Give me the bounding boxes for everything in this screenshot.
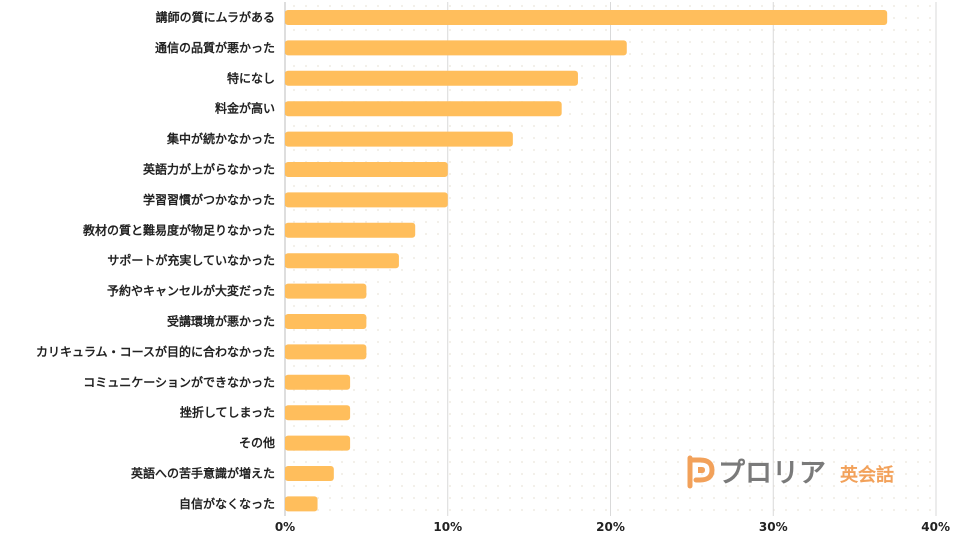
bar xyxy=(285,283,367,299)
bar xyxy=(285,10,888,25)
bar xyxy=(285,70,578,86)
bar xyxy=(285,192,448,208)
category-label: サポートが充実していなかった xyxy=(107,253,275,268)
category-label: 料金が高い xyxy=(215,101,275,116)
watermark-brand: プロリア xyxy=(718,458,826,489)
bar xyxy=(285,131,513,147)
category-label: 通信の品質が悪かった xyxy=(155,40,275,55)
category-label: 学習習慣がつかなかった xyxy=(143,192,275,207)
proria-p-logo-icon xyxy=(687,455,715,489)
category-label: その他 xyxy=(239,435,275,450)
bar xyxy=(285,162,448,177)
category-label: 特になし xyxy=(227,70,275,85)
bar xyxy=(285,374,351,390)
category-label: 集中が続かなかった xyxy=(166,131,275,146)
bars xyxy=(285,10,888,512)
watermark-sub: 英会話 xyxy=(839,464,894,486)
category-label: 教材の質と難易度が物足りなかった xyxy=(82,222,275,237)
category-labels: 講師の質にムラがある通信の品質が悪かった特になし料金が高い集中が続かなかった英語… xyxy=(36,10,275,511)
category-label: 英語力が上がらなかった xyxy=(143,162,275,177)
x-tick-label: 40% xyxy=(921,520,950,534)
watermark-logo: プロリア 英会話 xyxy=(687,455,894,489)
bar xyxy=(285,466,334,481)
bar xyxy=(285,253,399,269)
bar xyxy=(285,222,416,238)
category-label: 予約やキャンセルが大変だった xyxy=(107,283,275,298)
bar xyxy=(285,314,367,329)
x-tick-label: 0% xyxy=(275,520,295,534)
bar xyxy=(285,40,627,56)
category-label: 講師の質にムラがある xyxy=(156,10,275,25)
bar xyxy=(285,344,367,360)
category-label: 挫折してしまった xyxy=(180,405,275,420)
category-label: コミュニケーションができなかった xyxy=(83,374,275,389)
category-label: カリキュラム・コースが目的に合わなかった xyxy=(36,344,275,359)
category-label: 英語への苦手意識が増えた xyxy=(131,466,275,481)
x-tick-label: 20% xyxy=(596,520,625,534)
bar xyxy=(285,405,351,421)
category-label: 受講環境が悪かった xyxy=(167,314,275,329)
x-tick-labels: 0% 10% 20% 30% 40% xyxy=(275,520,950,534)
gridlines xyxy=(284,2,937,516)
category-label: 自信がなくなった xyxy=(179,496,275,511)
bar xyxy=(285,496,318,512)
x-tick-label: 10% xyxy=(433,520,462,534)
bar xyxy=(285,435,351,451)
x-tick-label: 30% xyxy=(759,520,788,534)
bar xyxy=(285,101,562,117)
